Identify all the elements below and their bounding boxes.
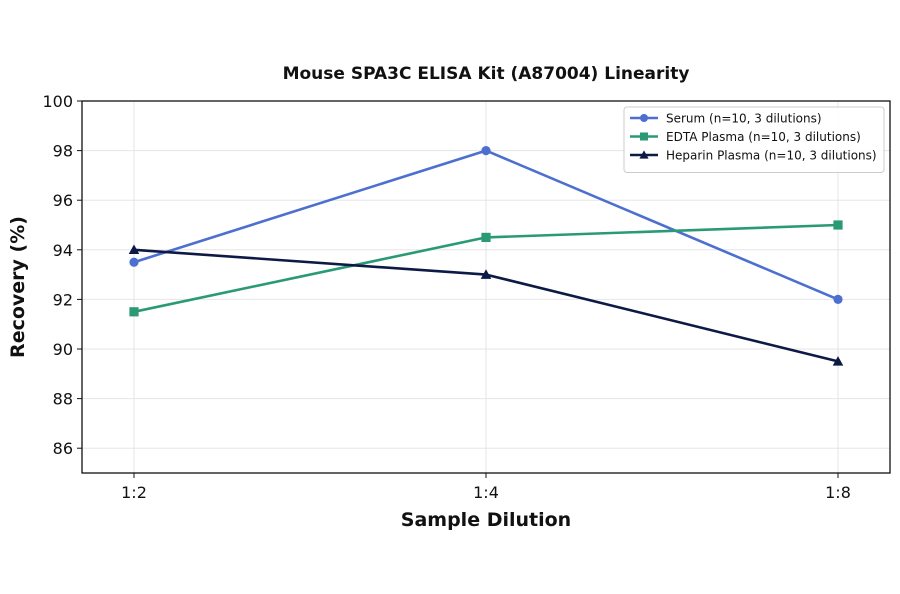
y-tick-label: 96 (53, 191, 73, 210)
legend-label: Serum (n=10, 3 dilutions) (666, 112, 822, 126)
legend-item: EDTA Plasma (n=10, 3 dilutions) (630, 130, 861, 144)
x-tick-label: 1:4 (473, 483, 499, 502)
series-0 (129, 146, 843, 304)
y-tick-label: 86 (53, 439, 73, 458)
series-1 (129, 220, 843, 317)
x-axis-ticks: 1:2 1:4 1:8 (121, 473, 851, 502)
series-layer (128, 146, 844, 366)
legend-swatch-marker (640, 114, 648, 122)
data-point (481, 232, 491, 242)
data-point (128, 244, 140, 255)
legend-swatch-marker (639, 150, 649, 159)
data-point (481, 146, 491, 156)
data-point (129, 307, 139, 317)
legend-box (623, 106, 885, 173)
y-tick-label: 90 (53, 340, 73, 359)
chart-title: Mouse SPA3C ELISA Kit (A87004) Linearity (283, 64, 690, 84)
y-axis-label: Recovery (%) (7, 216, 29, 358)
legend-label: Heparin Plasma (n=10, 3 dilutions) (666, 149, 877, 163)
y-tick-label: 94 (53, 241, 73, 260)
legend: Serum (n=10, 3 dilutions) EDTA Plasma (n=… (623, 106, 885, 173)
data-point (833, 294, 843, 304)
y-tick-label: 100 (42, 92, 73, 111)
legend-swatch-marker (640, 132, 648, 141)
x-tick-label: 1:2 (121, 483, 147, 502)
y-tick-label: 98 (53, 142, 73, 161)
data-point (480, 269, 492, 279)
data-point (129, 257, 139, 267)
x-tick-label: 1:8 (825, 483, 851, 502)
y-axis-ticks: 86 88 90 92 94 96 98 100 (42, 92, 82, 458)
data-point (833, 220, 843, 230)
y-tick-label: 88 (53, 390, 73, 409)
series-2 (128, 244, 844, 366)
data-point (832, 356, 844, 366)
legend-item: Heparin Plasma (n=10, 3 dilutions) (630, 149, 877, 163)
legend-label: EDTA Plasma (n=10, 3 dilutions) (666, 130, 861, 144)
x-axis-label: Sample Dilution (401, 509, 571, 531)
legend-item: Serum (n=10, 3 dilutions) (630, 112, 822, 126)
y-tick-label: 92 (53, 290, 73, 309)
